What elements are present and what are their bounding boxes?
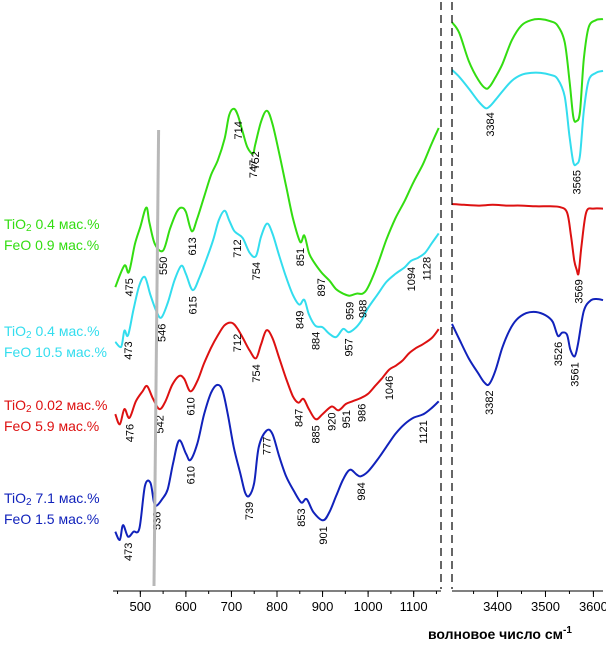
legend-value: 7.1 мас.% [31, 490, 100, 506]
guide-lines [152, 2, 453, 589]
peak-label: 712 [232, 334, 244, 352]
legend-subscript: 2 [26, 330, 32, 341]
series-line-left-4 [114, 383, 440, 541]
x-tick-label: 900 [312, 599, 334, 614]
x-axis-label: волновое число см-1 [428, 625, 572, 642]
peak-label: 984 [356, 482, 368, 500]
peak-label: 957 [344, 338, 356, 356]
peak-label: 615 [188, 296, 200, 314]
peak-label: 473 [123, 543, 135, 561]
x-axis-label-superscript: -1 [563, 625, 572, 636]
peak-label: 3561 [570, 362, 582, 386]
peak-label: 884 [310, 332, 322, 350]
x-tick-label: 3500 [531, 599, 560, 614]
x-tick-label: 1100 [400, 599, 428, 614]
legend-subscript: 2 [26, 497, 32, 508]
peak-label: 849 [294, 311, 306, 329]
x-tick-label: 600 [175, 599, 197, 614]
peak-label: 473 [123, 341, 135, 359]
peak-label: 3569 [574, 279, 586, 303]
peak-label: 754 [251, 262, 263, 280]
legend-line-1: TiO2 0.02 мас.% [4, 397, 107, 418]
peak-label: 610 [185, 466, 197, 484]
legend-entry: TiO2 0.02 мас.% FeO 5.9 мас.% [4, 397, 107, 435]
legend-entry: TiO2 0.4 мас.% FeO 0.9 мас.% [4, 216, 100, 254]
peak-label: 959 [344, 302, 356, 320]
peak-label: 550 [158, 257, 170, 275]
peak-label: 777 [262, 437, 274, 455]
series-line-left-1 [114, 107, 440, 297]
peak-label: 988 [358, 300, 370, 318]
legend-entry: TiO2 0.4 мас.% FeO 10.5 мас.% [4, 323, 107, 361]
legend-subscript: 2 [26, 404, 32, 415]
legend-value: 0.02 мас.% [31, 397, 108, 413]
x-axis: 500 600 700 800 900 1000 1100 3400 3500 3600 [113, 590, 606, 614]
legend-line-2: FeO 1.5 мас.% [4, 511, 100, 527]
peak-label: 739 [244, 502, 256, 520]
x-tick-label: 1000 [354, 599, 383, 614]
peak-label: 542 [155, 415, 167, 433]
legend-formula: TiO [4, 490, 27, 506]
peak-label: 1046 [384, 376, 396, 400]
peak-label: 3565 [572, 170, 584, 194]
peak-label: 752 [250, 151, 262, 169]
guide-line [152, 129, 161, 587]
legend-line-2: FeO 5.9 мас.% [4, 418, 100, 434]
series-line-right-1 [451, 18, 604, 123]
series-line-right-4 [451, 297, 604, 387]
peak-label: 986 [357, 404, 369, 422]
legend-formula: TiO [4, 397, 27, 413]
peak-label: 476 [124, 424, 136, 442]
peak-label: 920 [327, 413, 339, 431]
series-line-left-2 [114, 209, 440, 349]
peak-label: 714 [233, 121, 245, 139]
peak-label: 712 [232, 239, 244, 257]
legend-line-1: TiO2 7.1 мас.% [4, 490, 100, 511]
x-tick-label: 800 [266, 599, 288, 614]
legend-line-2: FeO 0.9 мас.% [4, 237, 100, 253]
peak-label: 951 [341, 410, 353, 428]
peak-label: 3526 [553, 342, 565, 366]
peak-label: 1128 [421, 257, 433, 281]
peak-label: 1121 [418, 420, 430, 444]
legend-entry: TiO2 7.1 мас.% FeO 1.5 мас.% [4, 490, 100, 528]
series-line-right-3 [451, 203, 604, 276]
legend-value: 0.4 мас.% [31, 323, 100, 339]
x-tick-label: 3600 [579, 599, 606, 614]
peak-label: 901 [318, 526, 330, 544]
legend-subscript: 2 [26, 223, 32, 234]
spectra-curves [114, 18, 604, 541]
peak-label: 851 [295, 248, 307, 266]
legend-formula: TiO [4, 216, 27, 232]
x-tick-label: 3400 [483, 599, 512, 614]
peak-label: 1094 [406, 267, 418, 291]
peak-label: 747 [248, 160, 260, 178]
peak-label: 853 [296, 508, 308, 526]
peak-label: 610 [185, 397, 197, 415]
peak-label: 546 [156, 324, 168, 342]
legend-line-2: FeO 10.5 мас.% [4, 344, 108, 360]
legend-formula: TiO [4, 323, 27, 339]
peak-label: 613 [187, 237, 199, 255]
legend-line-1: TiO2 0.4 мас.% [4, 323, 107, 344]
series-line-right-2 [451, 69, 604, 167]
x-tick-label: 700 [221, 599, 243, 614]
legend-value: 0.4 мас.% [31, 216, 100, 232]
peak-label: 475 [124, 278, 136, 296]
peak-label: 754 [251, 364, 263, 382]
peak-label: 3384 [485, 112, 497, 136]
peak-label: 847 [293, 409, 305, 427]
legend-line-1: TiO2 0.4 мас.% [4, 216, 100, 237]
peak-label: 897 [316, 278, 328, 296]
peak-label: 3382 [484, 390, 496, 414]
peak-label: 885 [311, 425, 323, 443]
x-tick-label: 500 [129, 599, 151, 614]
series-line-left-3 [114, 321, 440, 426]
